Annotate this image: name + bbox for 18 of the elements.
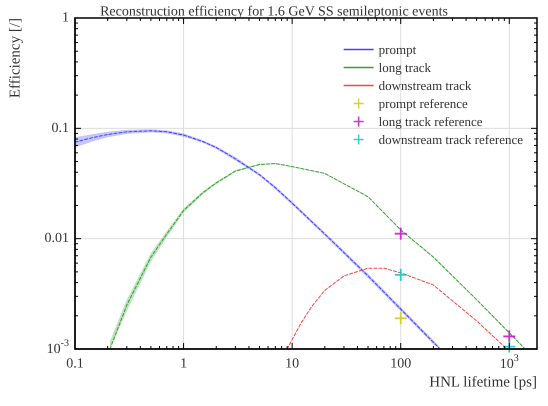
- x-tick-label: 10: [285, 356, 300, 372]
- legend-label: downstream track: [378, 78, 472, 93]
- chart-title: Reconstruction efficiency for 1.6 GeV SS semileptonic events: [100, 4, 448, 20]
- y-tick-label: 0.01: [44, 231, 69, 246]
- y-tick-label: 10$^{-3}$: [46, 338, 69, 356]
- legend-label: long track: [378, 60, 432, 75]
- y-tick-label: 1: [62, 10, 69, 26]
- x-tick-label: 100: [390, 356, 412, 372]
- x-tick-label: 0.1: [66, 356, 84, 372]
- x-tick-label: 10$^{3}$: [500, 353, 519, 372]
- y-tick-label: 0.1: [52, 120, 69, 136]
- legend-label: prompt: [378, 42, 417, 57]
- legend-label: downstream track reference: [378, 132, 524, 147]
- x-axis-title: HNL lifetime [ps]: [429, 374, 537, 390]
- legend-label: prompt reference: [378, 96, 468, 111]
- legend-label: long track reference: [378, 114, 483, 129]
- y-axis-title: Efficiency [/]: [8, 18, 24, 98]
- x-tick-label: 1: [180, 356, 188, 372]
